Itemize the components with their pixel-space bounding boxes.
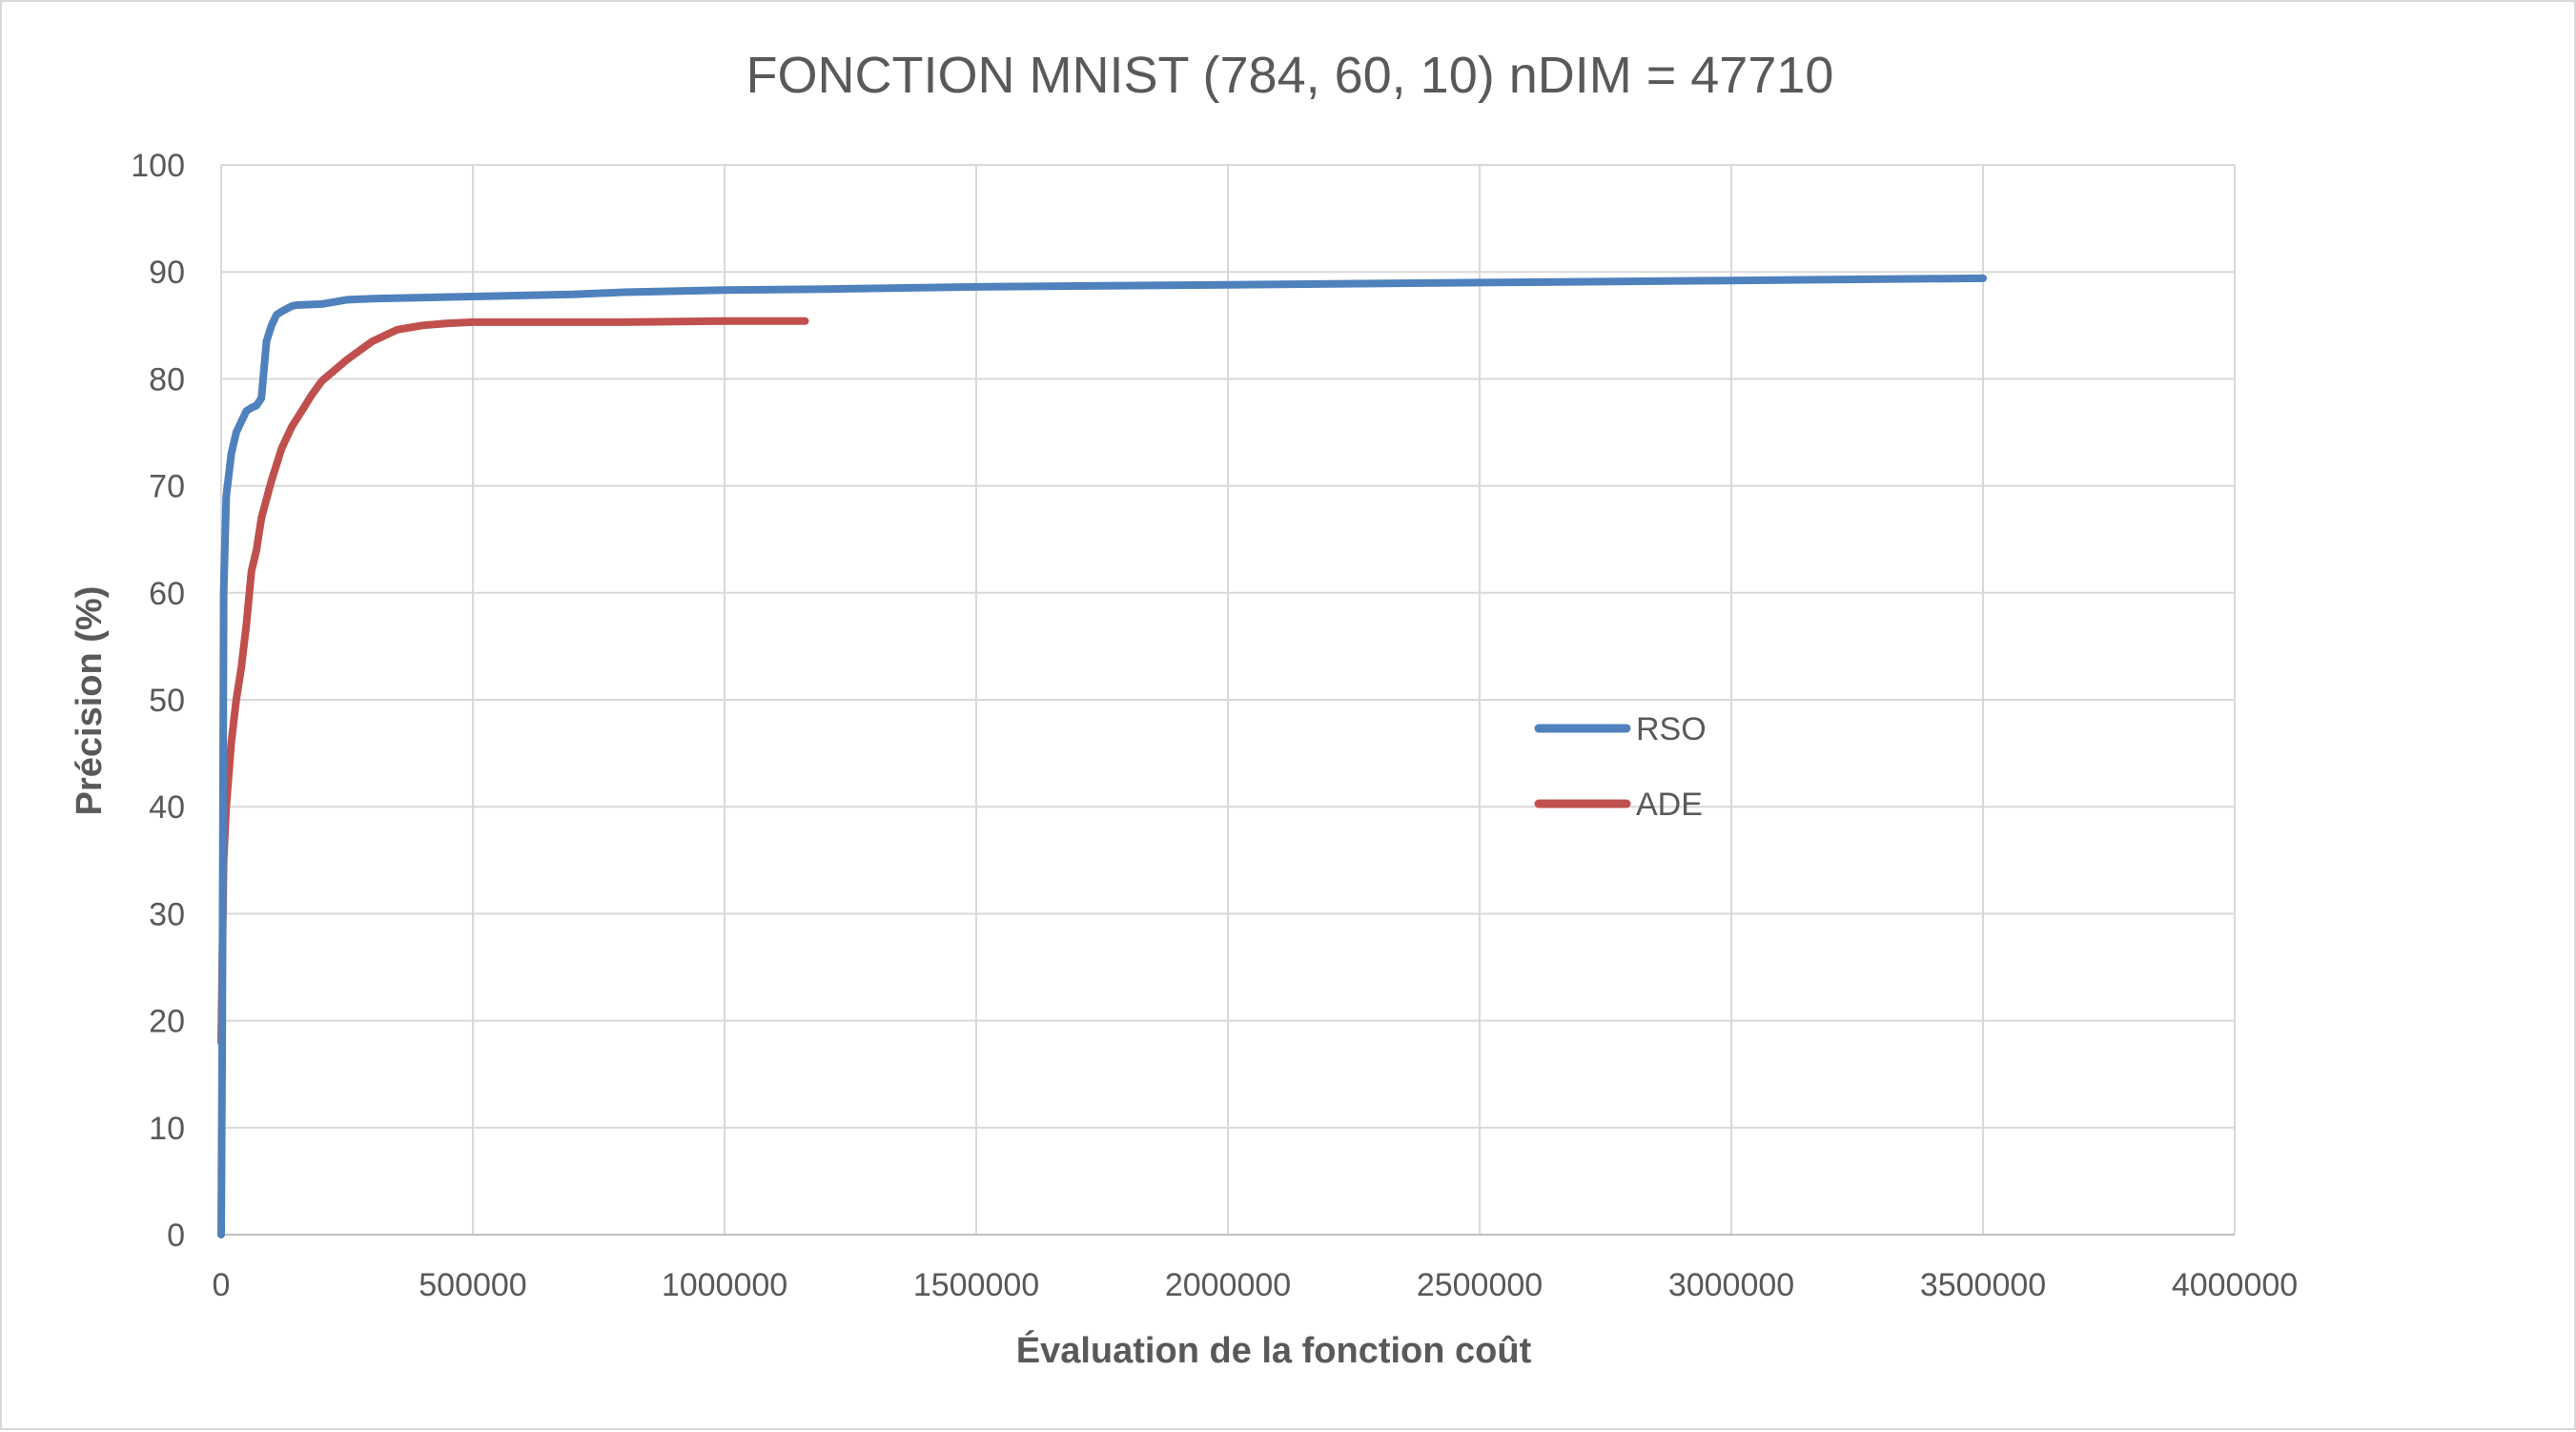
y-tick-label: 50: [149, 683, 185, 719]
y-tick-label: 60: [149, 576, 185, 612]
y-axis-title: Précision (%): [70, 586, 110, 816]
x-tick-label: 0: [213, 1267, 231, 1303]
legend-label-ade: ADE: [1636, 787, 1703, 823]
series-lines: [217, 274, 1987, 1238]
series-line-rso: [217, 274, 1987, 1238]
y-tick-label: 10: [149, 1111, 185, 1147]
series-line-ade: [217, 317, 809, 1046]
x-tick-label: 1500000: [913, 1267, 1039, 1303]
y-tick-label: 100: [131, 148, 185, 184]
y-tick-label: 90: [149, 255, 185, 291]
legend: RSO ADE: [1534, 711, 1707, 823]
chart-title: FONCTION MNIST (784, 60, 10) nDIM = 4771…: [746, 47, 1834, 104]
x-tick-label: 3500000: [1920, 1267, 2046, 1303]
x-tick-label: 2500000: [1417, 1267, 1543, 1303]
x-axis-title: Évaluation de la fonction coût: [1016, 1329, 1532, 1371]
x-tick-label: 2000000: [1165, 1267, 1291, 1303]
y-tick-label: 80: [149, 361, 185, 398]
x-tick-label: 4000000: [2172, 1267, 2298, 1303]
gridlines: [220, 164, 2236, 1236]
tick-labels: 0 10 20 30 40 50 60 70 80 90 100 0 500000 1000000 1500…: [131, 148, 2298, 1303]
y-tick-label: 0: [167, 1217, 185, 1254]
x-tick-label: 500000: [419, 1267, 526, 1303]
y-tick-label: 70: [149, 469, 185, 505]
x-tick-label: 3000000: [1668, 1267, 1794, 1303]
x-tick-label: 1000000: [662, 1267, 787, 1303]
y-tick-label: 30: [149, 896, 185, 932]
y-tick-label: 40: [149, 789, 185, 826]
legend-label-rso: RSO: [1636, 711, 1707, 747]
y-tick-label: 20: [149, 1004, 185, 1040]
